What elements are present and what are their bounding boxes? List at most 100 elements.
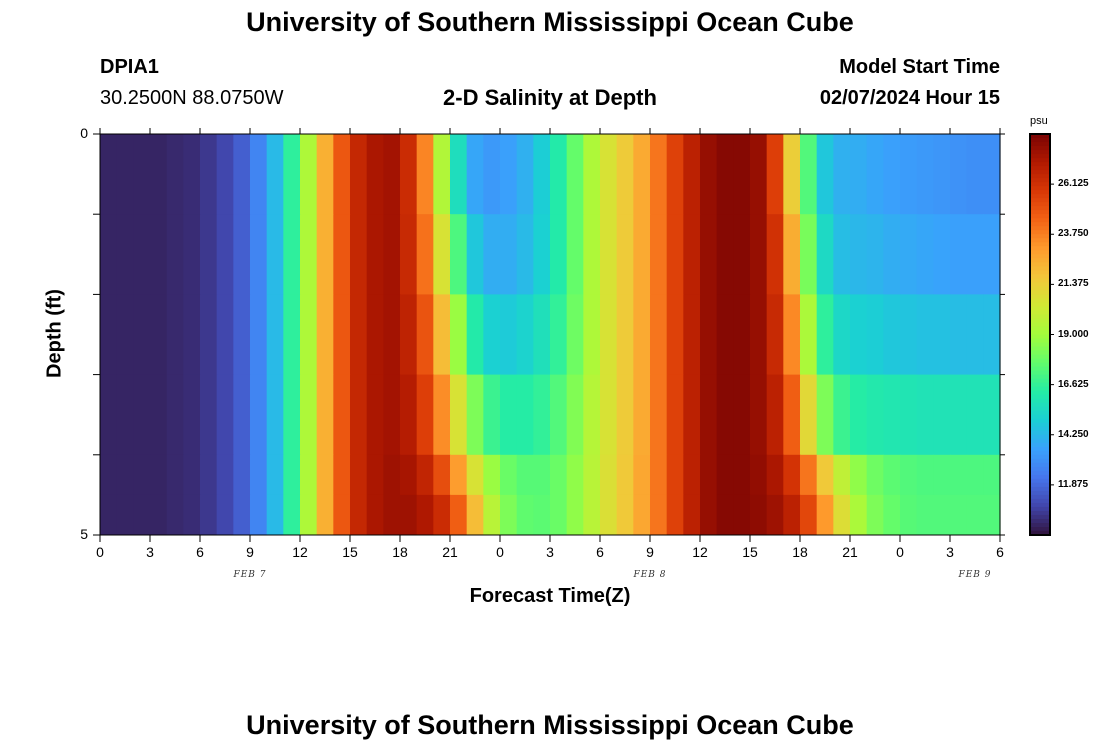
heat-cell — [450, 134, 468, 215]
heat-cell — [866, 494, 884, 536]
colorbar-segment — [1030, 458, 1050, 464]
heat-cell — [766, 454, 784, 496]
heat-cell — [266, 454, 284, 496]
heat-cell — [966, 134, 984, 215]
heat-cell — [583, 454, 601, 496]
heat-cell — [150, 134, 168, 215]
model-start-value: 02/07/2024 Hour 15 — [819, 87, 1000, 109]
heat-cell — [416, 374, 434, 456]
colorbar-segment — [1030, 166, 1050, 171]
y-axis-label: Depth (ft) — [43, 289, 66, 378]
heat-cell — [566, 134, 584, 215]
heat-cell — [333, 294, 351, 376]
heat-cell — [450, 454, 468, 496]
heat-cell — [466, 214, 484, 295]
heat-cell — [166, 374, 184, 456]
colorbar-segment — [1030, 262, 1050, 267]
heat-cell — [233, 214, 251, 295]
heat-cell — [866, 214, 884, 295]
heat-cell — [983, 134, 1001, 215]
colorbar-segment — [1030, 362, 1050, 368]
heat-cell — [600, 214, 618, 295]
colorbar-segment — [1030, 394, 1050, 400]
heat-cell — [933, 294, 951, 376]
heat-cell — [433, 374, 451, 456]
date-label: FEB 8 — [633, 570, 667, 580]
colorbar-segment — [1030, 210, 1050, 215]
heat-cell — [500, 454, 518, 496]
heat-cell — [200, 294, 218, 376]
colorbar-segment — [1030, 186, 1050, 191]
heat-cell — [283, 214, 301, 295]
heat-cell — [516, 454, 534, 496]
colorbar-segment — [1030, 302, 1050, 308]
heat-cell — [283, 454, 301, 496]
heat-cell — [200, 134, 218, 215]
heat-cell — [133, 294, 151, 376]
heat-cell — [550, 134, 568, 215]
heat-cell — [316, 214, 334, 295]
heat-cell — [416, 214, 434, 295]
heat-cell — [733, 454, 751, 496]
colorbar-segment — [1030, 334, 1050, 340]
heat-cell — [550, 454, 568, 496]
heat-cell — [650, 294, 668, 376]
heat-cell — [833, 214, 851, 295]
heat-cell — [900, 494, 918, 536]
heat-cell — [216, 214, 234, 295]
x-tick-label: 6 — [996, 544, 1004, 560]
heat-cell — [716, 214, 734, 295]
heat-cell — [333, 374, 351, 456]
heat-cell — [583, 214, 601, 295]
heat-cell — [583, 494, 601, 536]
heat-cell — [750, 494, 768, 536]
heat-cell — [750, 134, 768, 215]
colorbar-segment — [1030, 430, 1050, 436]
heat-cell — [433, 294, 451, 376]
heat-cell — [283, 134, 301, 215]
heat-cell — [833, 454, 851, 496]
heat-cell — [683, 494, 701, 536]
heat-cell — [750, 294, 768, 376]
heat-cell — [666, 374, 684, 456]
heat-cell — [483, 374, 501, 456]
colorbar-segment — [1030, 246, 1050, 251]
colorbar-segment — [1030, 274, 1050, 279]
heat-cell — [783, 494, 801, 536]
colorbar-segment — [1030, 146, 1050, 151]
heat-cell — [766, 214, 784, 295]
heat-cell — [916, 214, 934, 295]
heat-cell — [850, 454, 868, 496]
colorbar-segment — [1030, 226, 1050, 231]
heat-cell — [300, 374, 318, 456]
heat-cell — [200, 214, 218, 295]
heat-cell — [933, 374, 951, 456]
heat-cell — [783, 214, 801, 295]
colorbar-segment — [1030, 478, 1050, 484]
heat-cell — [466, 494, 484, 536]
heat-cell — [233, 134, 251, 215]
colorbar-segment — [1030, 386, 1050, 392]
heat-cell — [283, 494, 301, 536]
colorbar-segment — [1030, 306, 1050, 312]
x-tick-label: 3 — [146, 544, 154, 560]
x-tick-label: 3 — [946, 544, 954, 560]
heat-cell — [800, 454, 818, 496]
heat-cell — [200, 454, 218, 496]
heat-cell — [266, 134, 284, 215]
heat-cell — [683, 374, 701, 456]
colorbar-segment — [1030, 314, 1050, 320]
heat-cell — [800, 494, 818, 536]
colorbar-segment — [1030, 486, 1050, 492]
heat-cell — [833, 294, 851, 376]
heat-cell — [233, 374, 251, 456]
heat-cell — [483, 454, 501, 496]
heat-cell — [300, 454, 318, 496]
heat-cell — [150, 214, 168, 295]
heat-cell — [766, 374, 784, 456]
page-title: University of Southern Mississippi Ocean… — [246, 7, 854, 37]
colorbar-segment — [1030, 490, 1050, 496]
heat-cell — [716, 134, 734, 215]
heat-cell — [816, 494, 834, 536]
colorbar-segment — [1030, 470, 1050, 476]
